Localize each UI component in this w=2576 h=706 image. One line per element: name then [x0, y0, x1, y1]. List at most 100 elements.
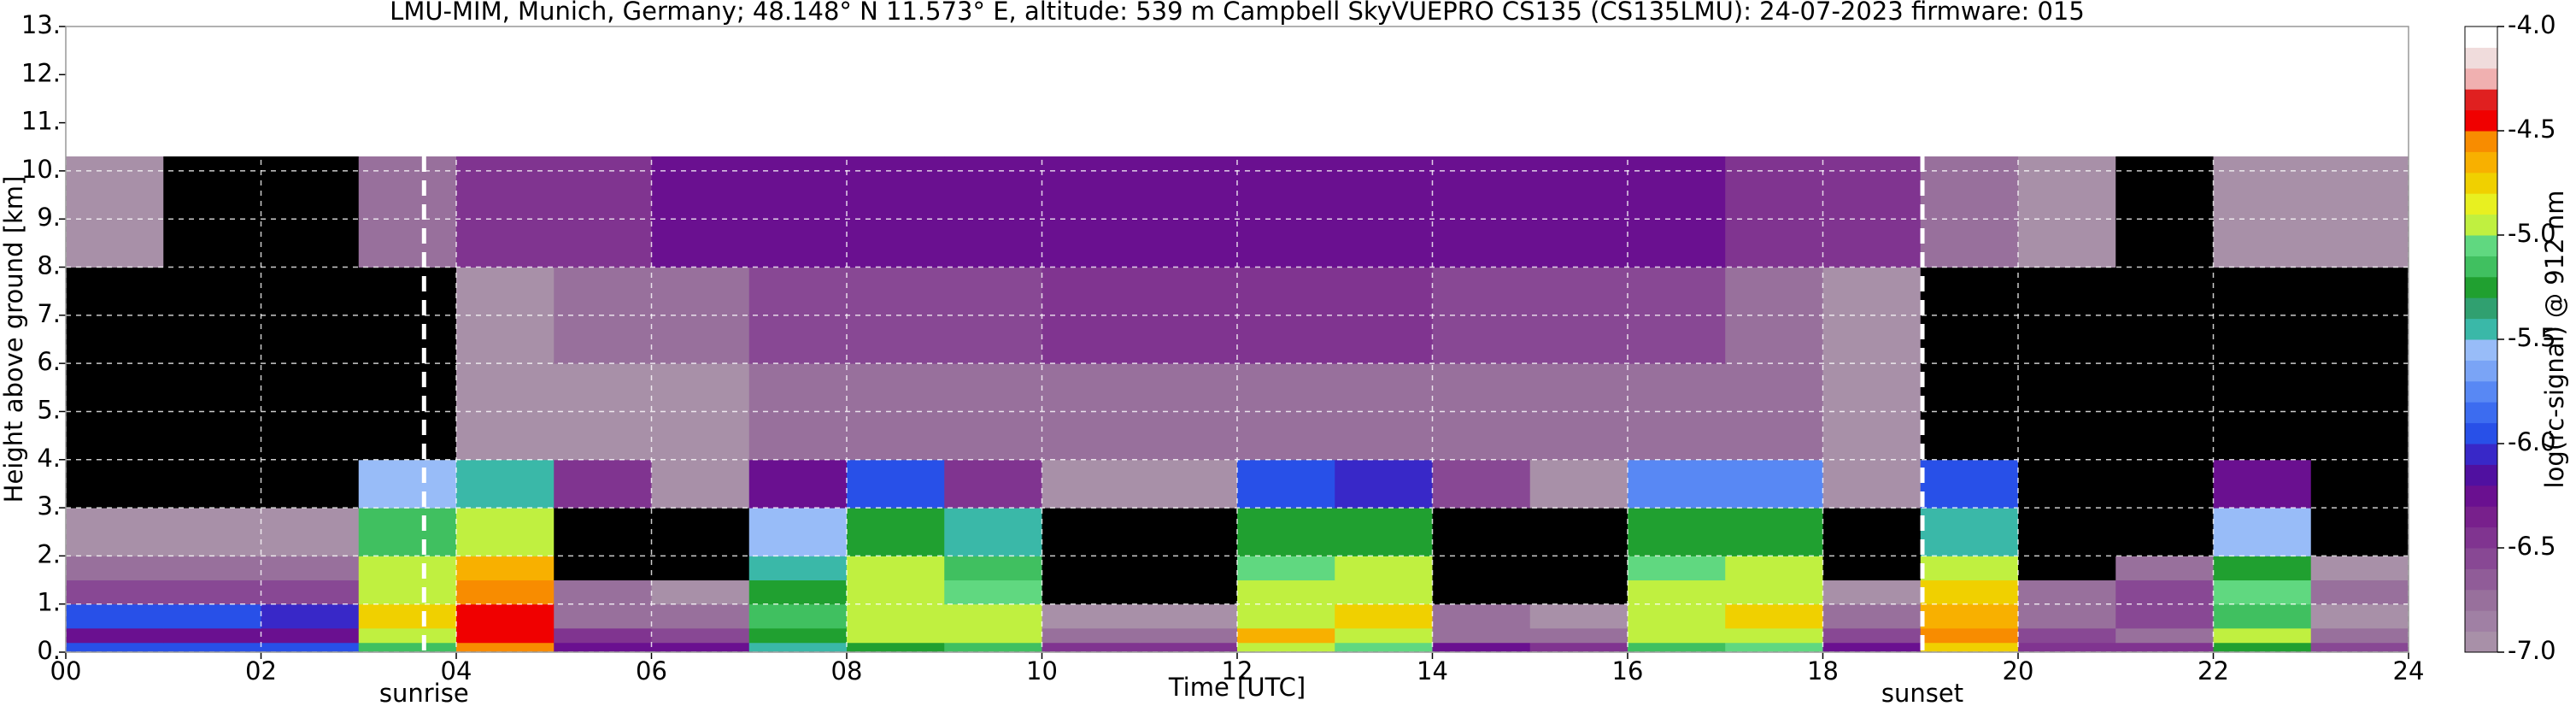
heatmap-cell	[456, 580, 555, 605]
heatmap-cell	[651, 156, 750, 268]
heatmap-cell	[2310, 580, 2409, 605]
heatmap-cell	[1529, 642, 1628, 653]
x-tick-label: 18	[1807, 656, 1839, 685]
heatmap-cell	[2213, 580, 2312, 605]
heatmap-cell	[1920, 603, 2019, 629]
heatmap-cell	[651, 556, 750, 581]
heatmap-cell	[1237, 156, 1335, 268]
colorbar-segment	[2465, 339, 2497, 361]
heatmap-cell	[1237, 459, 1335, 509]
heatmap-cell	[358, 580, 457, 605]
heatmap-cell	[1529, 508, 1628, 556]
heatmap-cell	[651, 508, 750, 556]
heatmap-cell	[1822, 603, 1922, 629]
heatmap-cell	[1042, 156, 1141, 268]
colorbar-segment	[2465, 464, 2497, 486]
heatmap-cell	[2213, 459, 2312, 509]
heatmap-cell	[847, 642, 945, 653]
heatmap-cell	[1529, 556, 1628, 581]
heatmap-cell	[1042, 603, 1141, 629]
heatmap-cell	[66, 603, 164, 629]
heatmap-cell	[1139, 627, 1238, 644]
heatmap-cell	[2310, 642, 2409, 653]
heatmap-cell	[1139, 580, 1238, 605]
x-tick-label: 16	[1612, 656, 1644, 685]
heatmap-cell	[748, 642, 848, 653]
heatmap-cell	[1042, 642, 1141, 653]
colorbar-tick-label: -5.5	[2508, 323, 2556, 352]
x-tick-label: 12	[1222, 656, 1253, 685]
heatmap-cell	[1822, 642, 1922, 653]
heatmap-cell	[1042, 580, 1141, 605]
y-tick-label: 5.	[37, 395, 61, 424]
heatmap-cell	[1335, 627, 1433, 644]
plot-frame	[65, 26, 2409, 653]
heatmap-cell	[2018, 556, 2116, 581]
heatmap-cell	[1628, 508, 1726, 556]
heatmap-cell	[2213, 156, 2312, 268]
heatmap-cell	[358, 627, 457, 644]
heatmap-cell	[944, 156, 1042, 268]
heatmap-cell	[2018, 459, 2116, 509]
colorbar-tick-label: -4.5	[2508, 115, 2556, 144]
heatmap-cell	[1139, 603, 1238, 629]
heatmap-cell	[456, 556, 555, 581]
heatmap-cell	[261, 508, 360, 556]
heatmap-cell	[944, 642, 1042, 653]
heatmap-cell	[1237, 627, 1335, 644]
heatmap-cell	[1432, 156, 1531, 268]
heatmap-cell	[2213, 642, 2312, 653]
heatmap-cell	[1628, 459, 1726, 509]
heatmap-cell	[1335, 603, 1433, 629]
colorbar-segment	[2465, 256, 2497, 278]
heatmap-cell	[1237, 508, 1335, 556]
heatmap-cell	[847, 508, 945, 556]
heatmap-cell	[2115, 556, 2214, 581]
heatmap-cell	[1335, 459, 1433, 509]
heatmap-cell	[261, 556, 360, 581]
heatmap-cell	[554, 580, 652, 605]
y-tick-label: 8.	[37, 251, 61, 280]
heatmap-cell	[1139, 508, 1238, 556]
y-tick-label: 13.	[21, 10, 61, 39]
heatmap-cell	[163, 627, 261, 644]
heatmap-cell	[944, 580, 1042, 605]
heatmap-cell	[847, 156, 945, 268]
heatmap-cell	[748, 580, 848, 605]
heatmap-cell	[456, 627, 555, 644]
heatmap-cell	[1725, 603, 1823, 629]
heatmap-cell	[1042, 508, 1141, 556]
y-tick-label: 1.	[37, 588, 61, 617]
heatmap-cell	[358, 156, 457, 268]
heatmap-cell	[2310, 156, 2409, 268]
heatmap-cell	[1725, 627, 1823, 644]
y-tick-label: 7.	[37, 299, 61, 328]
heatmap-cell	[1335, 156, 1433, 268]
colorbar-segment	[2465, 131, 2497, 152]
heatmap-cell	[2213, 508, 2312, 556]
heatmap-cell	[1920, 642, 2019, 653]
heatmap-cell	[944, 627, 1042, 644]
heatmap-cell	[2018, 580, 2116, 605]
x-tick-label: 00	[50, 656, 82, 685]
colorbar-segment	[2465, 109, 2497, 132]
colorbar-segment	[2465, 589, 2497, 611]
heatmap-cell	[1042, 459, 1141, 509]
heatmap-cell	[1139, 556, 1238, 581]
heatmap-cell	[1920, 580, 2019, 605]
heatmap-cell	[163, 603, 261, 629]
colorbar-segment	[2465, 610, 2497, 632]
heatmap-cell	[554, 556, 652, 581]
y-tick-label: 3.	[37, 491, 61, 521]
chart-title: LMU-MIM, Munich, Germany; 48.148° N 11.5…	[390, 0, 2085, 26]
heatmap-cell	[2310, 267, 2409, 364]
y-tick-label: 0.	[37, 636, 61, 665]
heatmap-cell	[358, 642, 457, 653]
heatmap-cell	[2115, 363, 2214, 461]
heatmap-cell	[944, 459, 1042, 509]
heatmap-cell	[554, 459, 652, 509]
heatmap-cell	[1920, 156, 2019, 268]
heatmap-cell	[456, 459, 555, 509]
